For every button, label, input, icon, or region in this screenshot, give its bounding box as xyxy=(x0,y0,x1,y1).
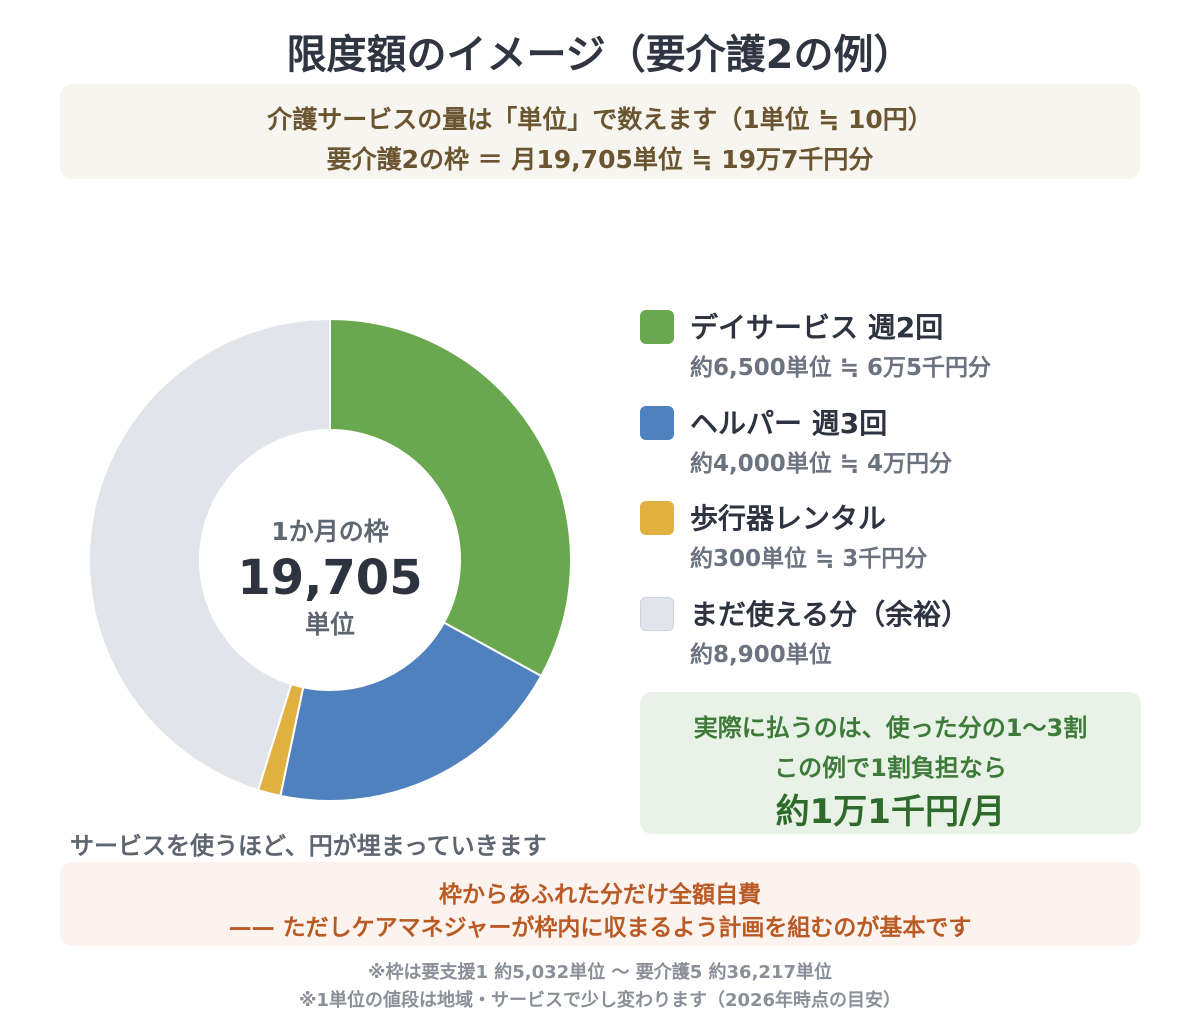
donut-slice-helper xyxy=(279,621,543,802)
legend-item-helper: ヘルパー 週3回 約4,000単位 ≒ 4万円分 xyxy=(640,402,1160,482)
page-title: 限度額のイメージ（要介護2の例） xyxy=(286,32,914,78)
warning-box: 枠からあふれた分だけ全額自費 —— ただしケアマネジャーが枠内に収まるよう計画を… xyxy=(60,862,1140,946)
legend-name: まだ使える分（余裕） xyxy=(690,598,970,631)
payment-line-1: 実際に払うのは、使った分の1〜3割 xyxy=(693,714,1088,742)
legend-name: デイサービス 週2回 xyxy=(690,311,944,344)
legend-swatch xyxy=(640,501,674,535)
donut-center-unit: 単位 xyxy=(304,610,355,639)
donut-center-value: 19,705 xyxy=(237,550,423,606)
legend-swatch xyxy=(640,310,674,344)
chart-caption: サービスを使うほど、円が埋まっていきます xyxy=(70,832,547,860)
legend-detail: 約4,000単位 ≒ 4万円分 xyxy=(690,451,953,477)
donut-slice-day-service xyxy=(329,317,572,678)
warning-line-2: —— ただしケアマネジャーが枠内に収まるよう計画を組むのが基本です xyxy=(228,915,972,941)
legend-detail: 約6,500単位 ≒ 6万5千円分 xyxy=(690,355,992,381)
payment-box: 実際に払うのは、使った分の1〜3割 この例で1割負担なら 約1万1千円/月 xyxy=(640,692,1141,834)
legend-detail: 約8,900単位 xyxy=(690,642,832,668)
legend-item-day-service: デイサービス 週2回 約6,500単位 ≒ 6万5千円分 xyxy=(640,306,1160,386)
legend-name: ヘルパー 週3回 xyxy=(690,407,888,440)
payment-amount: 約1万1千円/月 xyxy=(775,792,1006,832)
legend-detail: 約300単位 ≒ 3千円分 xyxy=(690,546,928,572)
donut-chart xyxy=(88,317,572,802)
donut-center-label: 1か月の枠 xyxy=(271,517,389,546)
intro-line-2: 要介護2の枠 ＝ 月19,705単位 ≒ 19万7千円分 xyxy=(326,145,874,174)
legend-item-walker-rental: 歩行器レンタル 約300単位 ≒ 3千円分 xyxy=(640,497,1160,577)
footnote-2: ※1単位の値段は地域・サービスで少し変わります（2026年時点の目安） xyxy=(298,990,902,1011)
donut-slice-remaining xyxy=(88,317,331,792)
legend-item-remaining: まだ使える分（余裕） 約8,900単位 xyxy=(640,593,1160,673)
intro-box: 介護サービスの量は「単位」で数えます（1単位 ≒ 10円） 要介護2の枠 ＝ 月… xyxy=(60,84,1140,179)
intro-line-1: 介護サービスの量は「単位」で数えます（1単位 ≒ 10円） xyxy=(267,105,933,134)
legend-swatch xyxy=(640,406,674,440)
warning-line-1: 枠からあふれた分だけ全額自費 xyxy=(439,882,761,908)
footnote-1: ※枠は要支援1 約5,032単位 〜 要介護5 約36,217単位 xyxy=(367,962,832,983)
legend-swatch xyxy=(640,597,674,631)
legend-name: 歩行器レンタル xyxy=(690,502,887,535)
payment-line-2: この例で1割負担なら xyxy=(774,754,1007,782)
